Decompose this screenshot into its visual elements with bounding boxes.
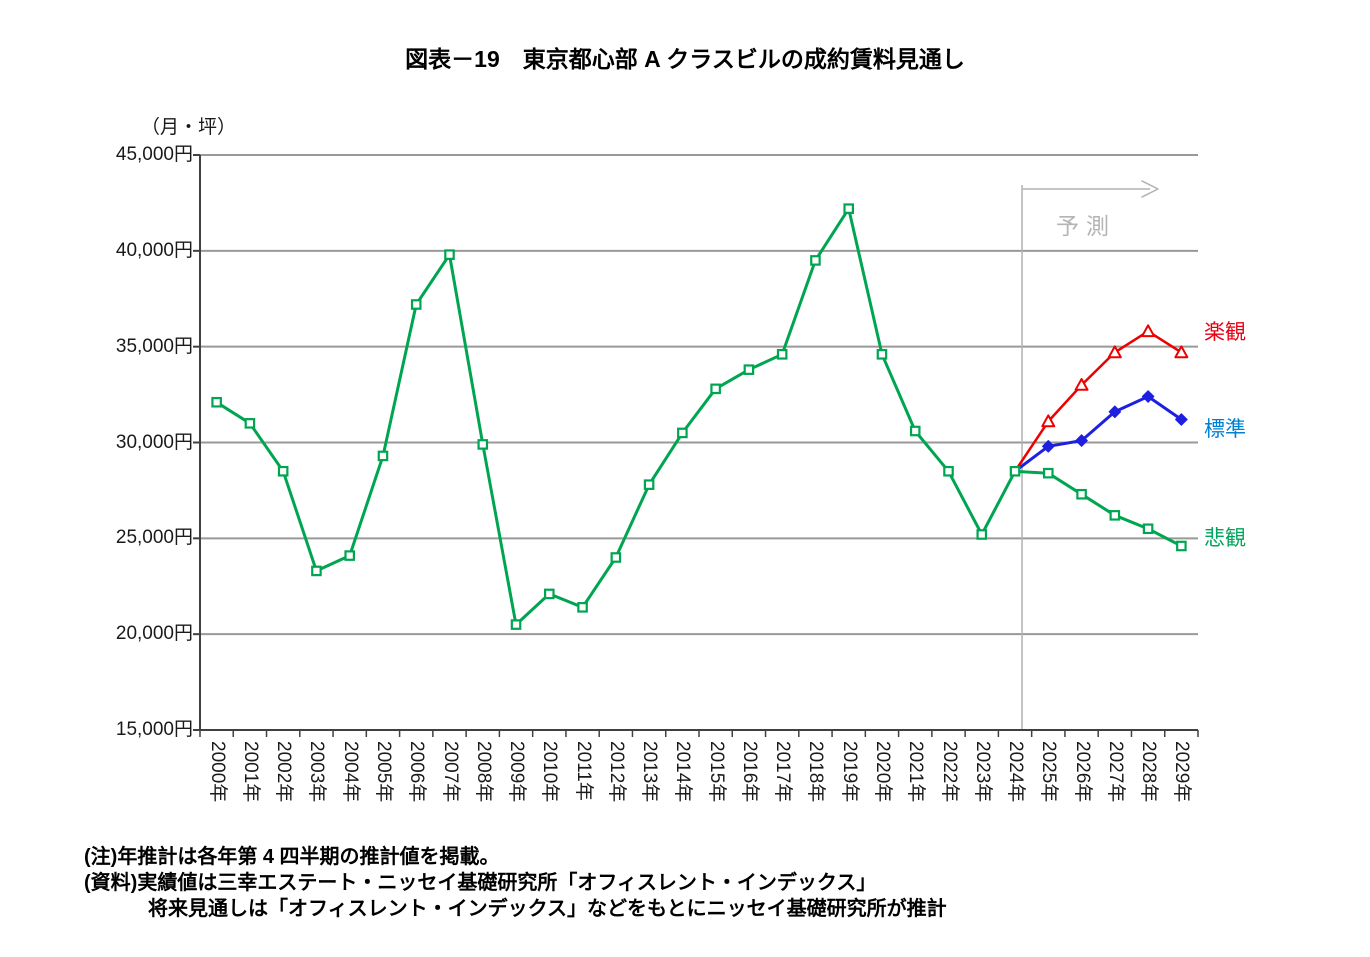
marker-square-actual [577, 602, 588, 613]
marker-triangle-optimistic [1107, 345, 1122, 359]
y-axis-tick-label: 40,000円 [115, 239, 193, 261]
y-axis-tick-label: 15,000円 [115, 719, 193, 740]
marker-square-actual [377, 450, 389, 462]
x-axis-tick-label: 2000年 [206, 741, 228, 803]
x-axis-tick-label: 2014年 [672, 741, 694, 803]
x-axis-tick-label: 2011年 [572, 741, 594, 801]
marker-square-actual [710, 383, 721, 395]
x-axis-tick-label: 2005年 [372, 741, 394, 803]
marker-square-actual [510, 619, 522, 630]
forecast-arrow-head [1141, 180, 1159, 198]
x-axis-tick-label: 2027年 [1104, 741, 1126, 803]
marker-square-actual [477, 439, 489, 450]
marker-square-actual [743, 364, 755, 375]
y-axis-tick-label: 35,000円 [115, 335, 193, 357]
x-axis-tick-label: 2018年 [805, 741, 827, 803]
marker-triangle-optimistic [1174, 345, 1189, 359]
x-axis-tick-label: 2006年 [406, 741, 428, 803]
x-axis-tick-label: 2016年 [738, 741, 760, 803]
marker-square-actual [277, 465, 289, 477]
marker-square-pessimistic [1076, 488, 1087, 500]
chart-title: 図表－19 東京都心部 A クラスビルの成約賃料見通し [405, 46, 965, 72]
marker-square-actual [876, 349, 888, 360]
marker-triangle-optimistic [1041, 414, 1056, 428]
x-axis-tick-label: 2021年 [905, 741, 927, 803]
marker-diamond-standard [1175, 413, 1188, 426]
marker-square-actual [643, 479, 655, 490]
marker-diamond-standard [1108, 405, 1122, 419]
marker-triangle-optimistic [1074, 378, 1089, 391]
marker-diamond-standard [1042, 440, 1055, 453]
x-axis-tick-label: 2017年 [772, 741, 794, 803]
marker-square-actual [244, 418, 256, 429]
x-axis-tick-label: 2012年 [605, 741, 627, 803]
x-axis-tick-label: 2022年 [938, 741, 960, 803]
y-axis-tick-label: 30,000円 [115, 431, 193, 453]
marker-square-actual [677, 427, 688, 439]
series-label-optimistic: 楽観 [1204, 321, 1246, 344]
marker-square-actual [211, 396, 222, 408]
series-line-pessimistic [1013, 469, 1183, 548]
marker-square-actual [843, 203, 854, 214]
x-axis-tick-label: 2028年 [1138, 741, 1160, 803]
y-axis-tick-label: 45,000円 [115, 144, 193, 165]
x-axis-tick-label: 2019年 [838, 741, 860, 803]
footnotes: (注)年推計は各年第 4 四半期の推計値を掲載。 (資料)実績値は三幸エステート… [84, 844, 947, 922]
x-axis-tick-label: 2001年 [239, 741, 261, 803]
marker-square-actual [344, 550, 355, 561]
marker-square-actual [444, 249, 455, 260]
marker-square-actual [610, 552, 622, 563]
x-axis-tick-label: 2024年 [1005, 741, 1027, 803]
x-axis-tick-label: 2003年 [306, 741, 328, 803]
marker-triangle-optimistic [1141, 324, 1156, 338]
marker-square-pessimistic [1142, 523, 1154, 535]
marker-square-actual [976, 529, 988, 540]
marker-square-pessimistic [1176, 540, 1187, 552]
y-axis-unit-label: （月・坪） [141, 117, 237, 138]
x-axis-tick-label: 2023年 [971, 741, 993, 803]
x-axis-tick-label: 2013年 [639, 741, 661, 803]
x-axis-tick-label: 2020年 [871, 741, 893, 803]
marker-diamond-standard [1141, 390, 1155, 403]
marker-square-actual [543, 588, 555, 600]
x-axis-tick-label: 2025年 [1038, 741, 1060, 803]
y-axis-tick-label: 25,000円 [115, 527, 193, 549]
series-label-pessimistic: 悲観 [1204, 527, 1246, 550]
x-axis-tick-label: 2015年 [705, 741, 727, 803]
marker-square-pessimistic [1109, 510, 1121, 521]
marker-square-actual [410, 299, 422, 310]
footnote-line: (注)年推計は各年第 4 四半期の推計値を掲載。 [84, 846, 500, 868]
y-axis-tick-label: 20,000円 [115, 623, 193, 645]
marker-square-actual [943, 465, 954, 477]
marker-square-actual [909, 425, 921, 437]
x-axis-tick-label: 2004年 [339, 741, 361, 803]
marker-square-pessimistic [1042, 467, 1054, 479]
forecast-annotation: 予測 [1056, 213, 1116, 239]
x-axis-tick-label: 2010年 [539, 741, 561, 803]
series-label-standard: 標準 [1204, 418, 1246, 441]
footnote-line: 将来見通しは「オフィスレント・インデックス」などをもとにニッセイ基礎研究所が推計 [148, 898, 947, 920]
x-axis-tick-label: 2009年 [506, 741, 528, 803]
x-axis-tick-label: 2029年 [1171, 741, 1193, 803]
x-axis-tick-label: 2002年 [273, 741, 295, 803]
x-axis-tick-label: 2026年 [1071, 741, 1093, 803]
marker-square-actual [311, 565, 322, 577]
footnote-line: (資料)実績値は三幸エステート・ニッセイ基礎研究所「オフィスレント・インデックス… [84, 872, 877, 894]
marker-square-actual [810, 255, 821, 266]
x-axis-tick-label: 2008年 [472, 741, 494, 803]
marker-diamond-standard [1075, 434, 1088, 447]
x-axis-tick-label: 2007年 [439, 741, 461, 803]
marker-square-actual [1009, 465, 1021, 477]
marker-square-actual [776, 349, 788, 360]
series-line-standard [1013, 395, 1183, 473]
